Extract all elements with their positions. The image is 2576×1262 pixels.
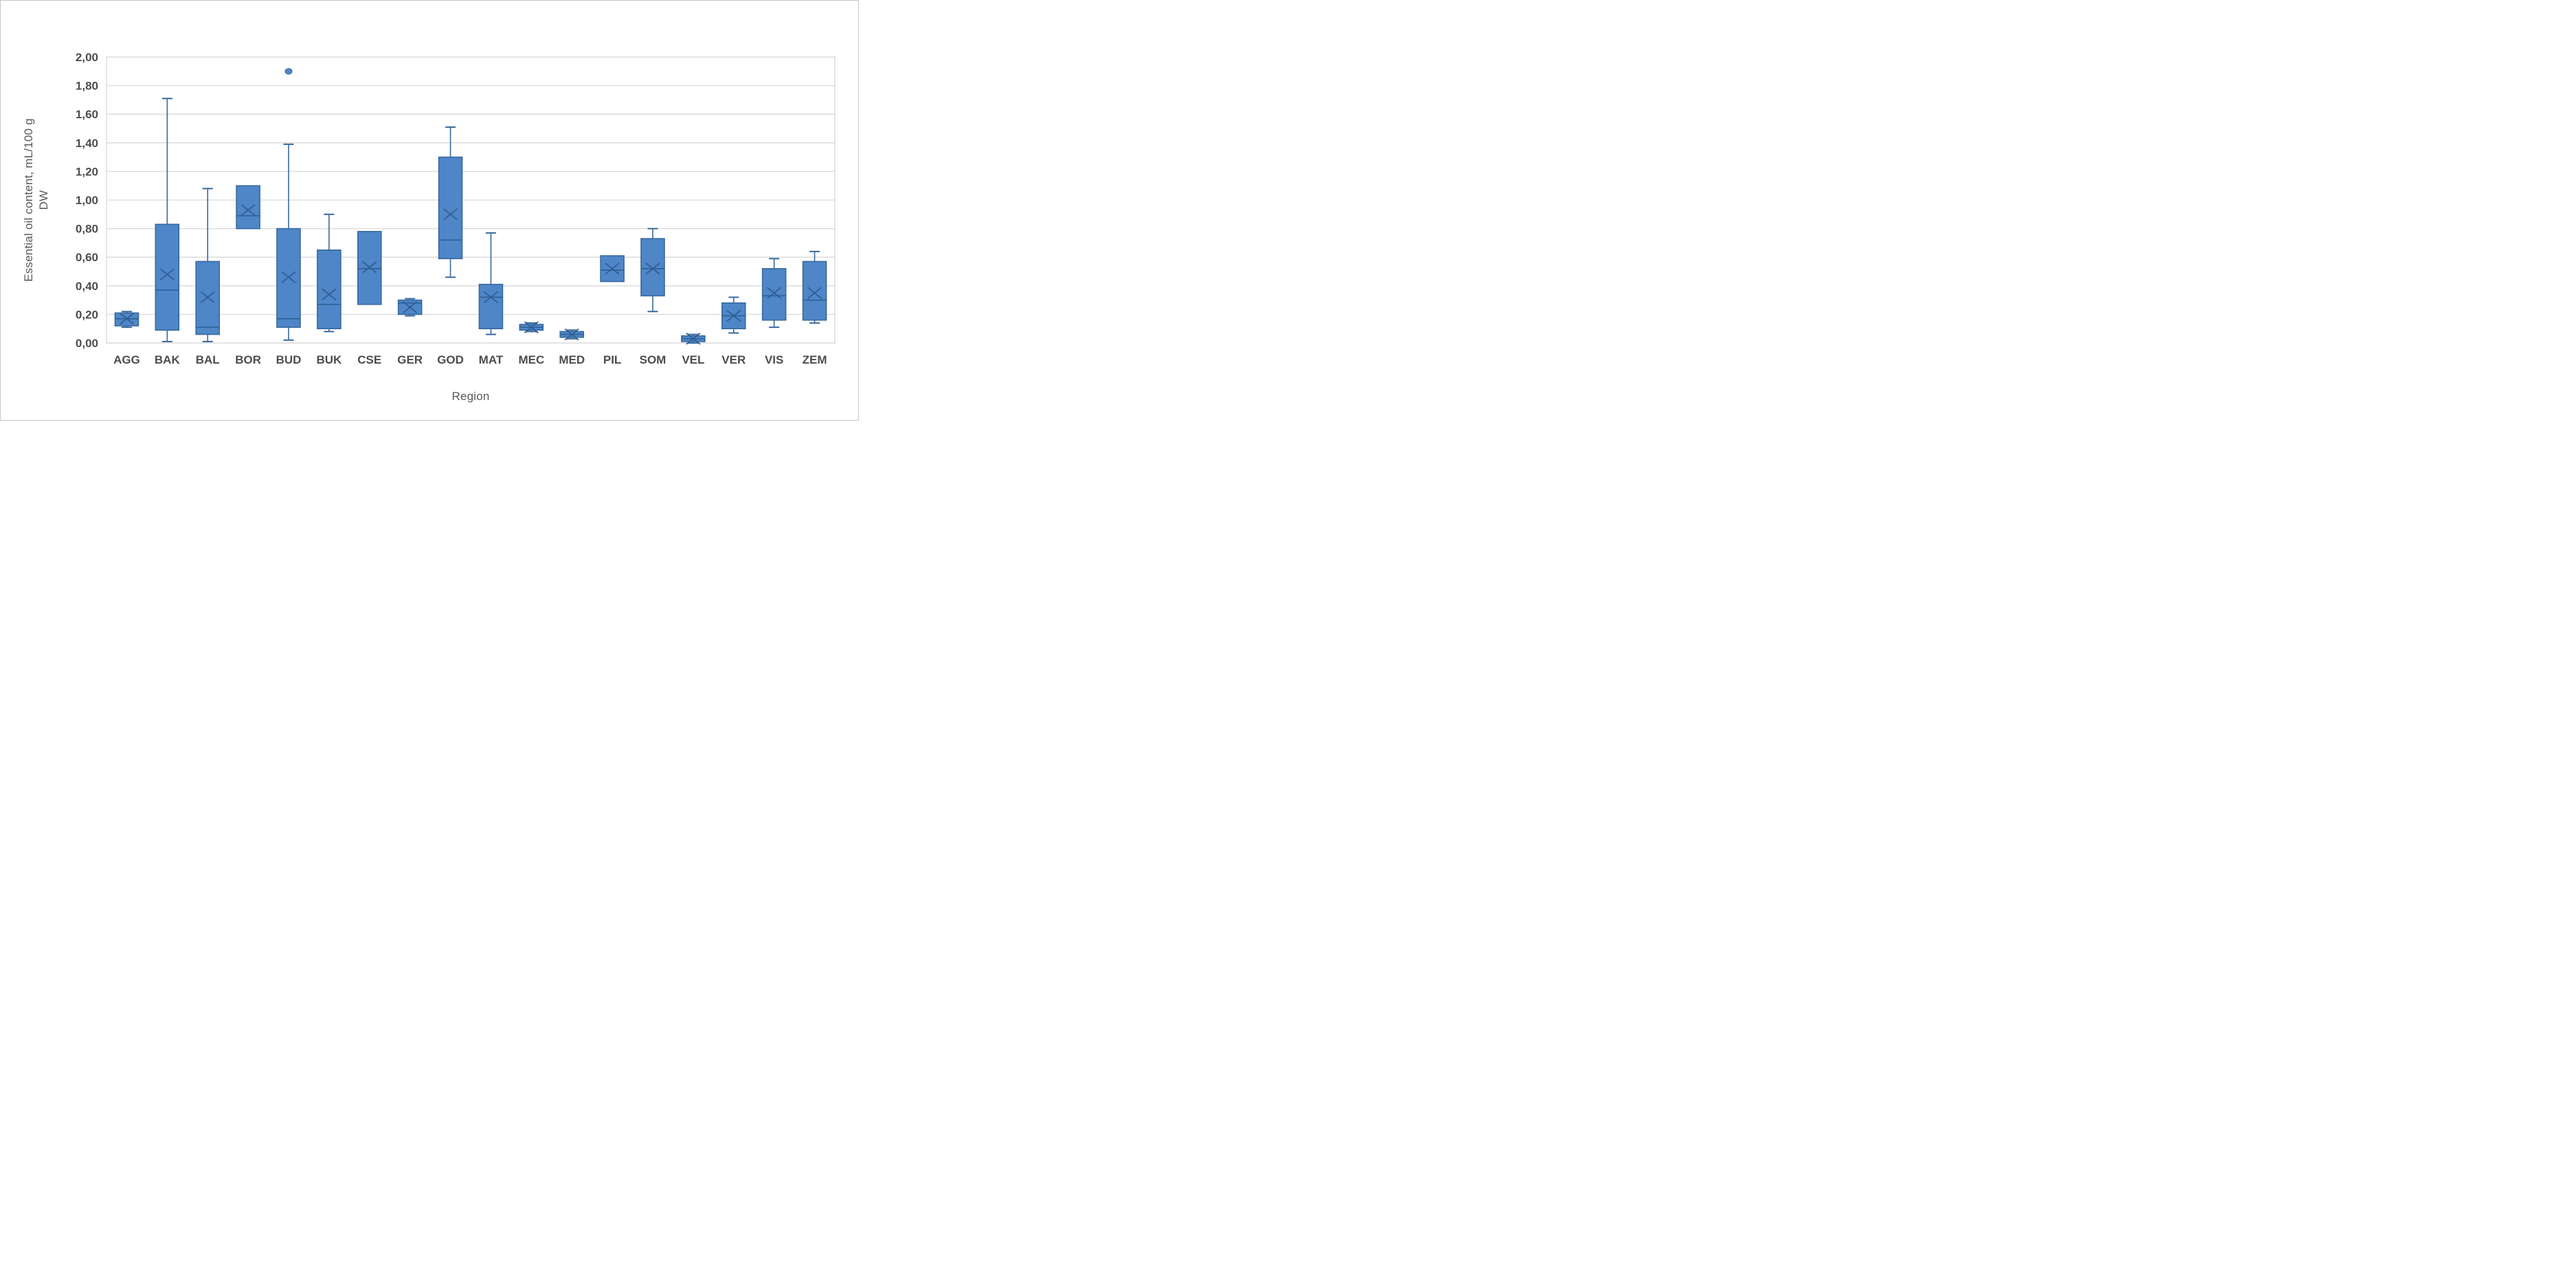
box-MEC: [519, 321, 544, 333]
y-tick-label: 1,40: [76, 137, 98, 150]
x-category-label-MED: MED: [559, 353, 585, 366]
mean-x-marker: [200, 291, 215, 304]
x-category-label-VEL: VEL: [682, 353, 704, 366]
box-VIS: [761, 258, 787, 329]
iqr-box: [761, 268, 787, 321]
box-MED: [559, 328, 585, 341]
x-category-label-BUK: BUK: [316, 353, 342, 366]
x-category-label-MAT: MAT: [479, 353, 504, 366]
mean-x-marker: [403, 301, 418, 313]
figure-canvas: 0,00 0,20 0,40 0,60 0,80 1,00 1,20 1,40 1,60 1,80…: [0, 0, 859, 421]
mean-x-marker: [159, 268, 175, 280]
mean-x-marker: [240, 203, 256, 217]
box-BOR: [236, 185, 260, 230]
box-BUK: [317, 213, 341, 333]
y-tick-label: 1,80: [76, 80, 98, 93]
y-tick-label: 1,20: [76, 165, 98, 178]
mean-x-marker: [362, 261, 377, 274]
y-tick-label: 0,40: [76, 280, 98, 293]
x-axis-category-labels: AGG BAK BAL BOR BUD BUK CSE GER GOD MAT MEC MED PIL S…: [113, 353, 827, 366]
y-tick-label: 2,00: [76, 51, 98, 64]
mean-x-marker: [483, 291, 499, 304]
y-axis-tick-labels: 0,00 0,20 0,40 0,60 0,80 1,00 1,20 1,40 1,60 1,80…: [76, 51, 98, 350]
y-axis-title-line1: Essential oil content, mL/100 g: [22, 118, 35, 282]
iqr-box: [478, 283, 504, 330]
iqr-box: [640, 238, 665, 297]
x-category-label-PIL: PIL: [603, 353, 621, 366]
x-category-label-BUD: BUD: [276, 353, 302, 366]
x-category-label-BAK: BAK: [155, 353, 181, 366]
box-PIL: [600, 255, 625, 283]
x-category-label-SOM: SOM: [640, 353, 667, 366]
x-category-label-VIS: VIS: [765, 353, 783, 366]
x-category-label-VER: VER: [721, 353, 746, 366]
y-tick-label: 0,20: [76, 308, 98, 321]
mean-x-marker: [443, 208, 458, 221]
box-AGG: [114, 311, 139, 329]
x-category-label-ZEM: ZEM: [803, 353, 827, 366]
x-category-label-BOR: BOR: [235, 353, 261, 366]
mean-x-marker: [564, 328, 579, 341]
box-SOM: [640, 228, 665, 313]
y-tick-label: 0,60: [76, 251, 98, 264]
mean-x-marker: [322, 288, 337, 300]
boxplot-chart: 0,00 0,20 0,40 0,60 0,80 1,00 1,20 1,40 1,60 1,80…: [76, 51, 836, 366]
mean-x-marker: [767, 287, 782, 299]
x-category-label-BAL: BAL: [196, 353, 220, 366]
y-tick-label: 0,00: [76, 337, 98, 350]
mean-x-marker: [524, 321, 539, 333]
y-axis-title-line2: DW: [37, 190, 50, 210]
x-category-label-MEC: MEC: [518, 353, 544, 366]
x-category-label-CSE: CSE: [357, 353, 381, 366]
box-MAT: [478, 232, 504, 335]
iqr-box: [438, 156, 463, 260]
mean-x-marker: [807, 287, 822, 299]
box-ZEM: [802, 250, 827, 324]
mean-x-marker: [645, 263, 660, 275]
mean-x-marker: [726, 309, 741, 322]
x-axis-title: Region: [451, 390, 490, 403]
x-category-label-GOD: GOD: [437, 353, 464, 366]
mean-x-marker: [686, 333, 701, 345]
y-axis-title: Essential oil content, mL/100 g DW: [21, 118, 52, 282]
outlier-point: [284, 68, 293, 75]
box-GOD: [438, 126, 463, 278]
x-category-label-AGG: AGG: [113, 353, 140, 366]
box-BAL: [195, 188, 221, 342]
y-tick-label: 1,60: [76, 108, 98, 121]
box-VER: [721, 296, 746, 334]
box-BUD: [276, 68, 301, 341]
mean-x-marker: [119, 312, 135, 325]
box-CSE: [357, 230, 382, 305]
mean-x-marker: [605, 263, 620, 275]
iqr-box: [317, 249, 341, 329]
plot-area-border: [106, 56, 836, 344]
y-tick-label: 0,80: [76, 223, 98, 236]
iqr-box: [155, 223, 180, 331]
y-tick-label: 1,00: [76, 194, 98, 207]
box-BAK: [155, 98, 180, 342]
box-GER: [397, 298, 423, 317]
iqr-box: [802, 261, 827, 321]
mean-x-marker: [281, 271, 296, 284]
x-category-label-GER: GER: [397, 353, 423, 366]
iqr-box: [236, 185, 260, 230]
box-VEL: [681, 333, 706, 345]
